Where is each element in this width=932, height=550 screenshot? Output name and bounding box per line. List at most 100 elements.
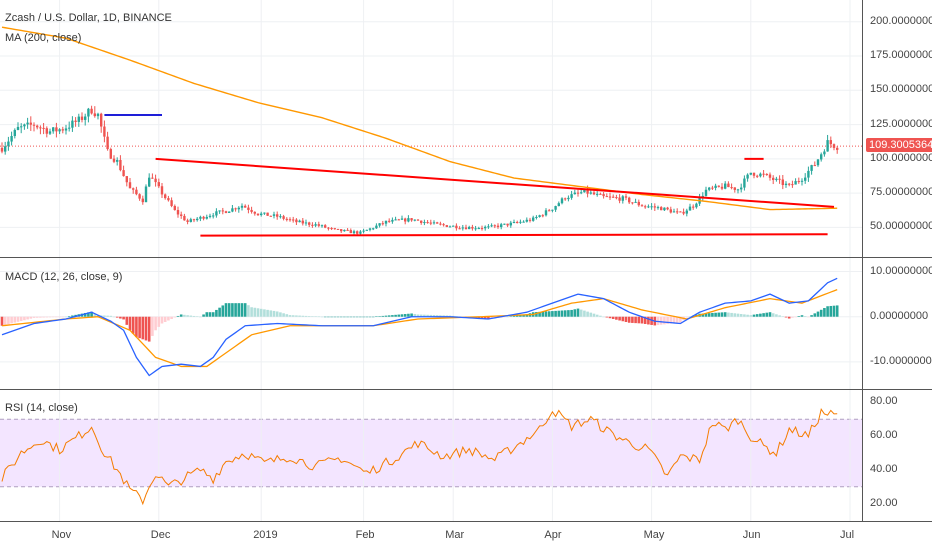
candle-body: [573, 192, 576, 195]
macd-histogram-bar: [141, 316, 145, 340]
macd-histogram-bar: [547, 311, 551, 317]
macd-histogram-bar: [128, 316, 132, 331]
candle-body: [404, 218, 407, 222]
macd-line: [1, 277, 838, 377]
macd-histogram-bar: [627, 316, 631, 323]
price-axis-tick: 100.00000000: [870, 151, 932, 164]
macd-histogram-bar: [151, 316, 154, 336]
candle-body: [829, 140, 832, 145]
candle-body: [394, 219, 397, 221]
macd-histogram-bar: [781, 316, 785, 317]
macd-histogram-bar: [234, 303, 237, 317]
candle-body: [679, 211, 682, 213]
macd-histogram-bar: [55, 316, 58, 318]
candle-body: [692, 206, 695, 208]
candle-body: [701, 195, 704, 197]
candle-body: [4, 146, 7, 152]
candle-body: [576, 192, 580, 194]
macd-histogram-bar: [771, 313, 775, 317]
macd-histogram-bar: [423, 314, 426, 317]
candle-body: [580, 192, 583, 194]
macd-histogram-bar: [573, 309, 577, 317]
candle-body: [813, 165, 816, 167]
candle-body: [564, 198, 567, 200]
candle-body: [650, 206, 653, 208]
candle-body: [666, 207, 669, 210]
candle-body: [132, 188, 135, 190]
macd-histogram-bar: [7, 316, 10, 325]
macd-histogram-bar: [71, 315, 74, 317]
candle-body: [26, 122, 29, 125]
macd-histogram-bar: [397, 314, 401, 317]
macd-histogram-bar: [48, 316, 52, 318]
macd-histogram-bar: [282, 313, 285, 317]
ma-indicator-label[interactable]: MA (200, close): [5, 32, 82, 44]
macd-histogram-bar: [570, 309, 573, 317]
rsi-line: [1, 408, 838, 506]
macd-indicator-label[interactable]: MACD (12, 26, close, 9): [5, 271, 123, 283]
macd-histogram-bar: [320, 316, 324, 318]
macd-histogram-bar: [739, 314, 743, 317]
macd-histogram-bar: [221, 305, 225, 317]
macd-histogram-bar: [778, 315, 781, 317]
macd-histogram-bar: [106, 315, 109, 317]
candle-body: [464, 227, 468, 230]
macd-histogram-bar: [269, 310, 273, 317]
macd-histogram-bar: [723, 312, 727, 317]
candle-body: [583, 189, 586, 193]
candle-body: [586, 189, 589, 194]
candle-body: [260, 213, 263, 216]
candle-body: [631, 202, 634, 204]
macd-histogram-bar: [583, 310, 586, 317]
macd-histogram-bar: [368, 316, 372, 318]
macd-histogram-bar: [365, 316, 369, 318]
candle-body: [727, 183, 730, 188]
macd-histogram-bar: [477, 316, 481, 319]
macd-histogram-bar: [330, 316, 333, 318]
candle-body: [487, 226, 490, 228]
macd-histogram-bar: [179, 314, 183, 317]
macd-histogram-bar: [816, 311, 820, 317]
macd-histogram-bar: [519, 315, 522, 317]
candle-body: [298, 220, 301, 223]
candle-body: [567, 197, 570, 200]
macd-histogram-bar: [272, 310, 276, 317]
macd-histogram-bar: [19, 316, 23, 322]
macd-histogram-bar: [119, 316, 122, 319]
macd-histogram-bar: [823, 308, 826, 317]
macd-histogram-bar: [829, 305, 833, 317]
candle-body: [794, 181, 797, 185]
candle-body: [592, 192, 596, 195]
candle-body: [804, 177, 807, 181]
macd-histogram-bar: [794, 316, 797, 318]
time-axis-tick: 2019: [253, 529, 278, 541]
macd-histogram-bar: [112, 316, 116, 318]
macd-histogram-bar: [429, 314, 433, 317]
macd-histogram-bar: [621, 316, 625, 322]
candle-body: [84, 116, 87, 120]
candle-body: [477, 228, 480, 230]
candle-body: [535, 216, 538, 218]
ma200-line: [1, 26, 838, 211]
macd-histogram-bar: [231, 303, 234, 317]
symbol-title: Zcash / U.S. Dollar, 1D, BINANCE: [5, 12, 172, 24]
candle-body: [634, 201, 637, 203]
macd-histogram-bar: [333, 316, 337, 318]
candle-body: [311, 224, 314, 226]
macd-histogram-bar: [707, 313, 711, 317]
price-candles: [0, 105, 839, 236]
candle-body: [688, 206, 692, 211]
time-axis-tick: Apr: [544, 529, 562, 541]
candle-body: [250, 209, 253, 212]
candle-body: [826, 140, 829, 152]
candle-body: [368, 228, 372, 230]
candle-body: [695, 203, 698, 208]
rsi-indicator-label[interactable]: RSI (14, close): [5, 402, 78, 414]
macd-histogram-bar: [83, 312, 87, 317]
macd-histogram-bar: [403, 314, 407, 317]
candle-body: [512, 221, 516, 223]
macd-histogram-bar: [227, 303, 231, 317]
macd-histogram-bar: [711, 312, 714, 317]
time-axis-tick: Jun: [742, 529, 761, 541]
